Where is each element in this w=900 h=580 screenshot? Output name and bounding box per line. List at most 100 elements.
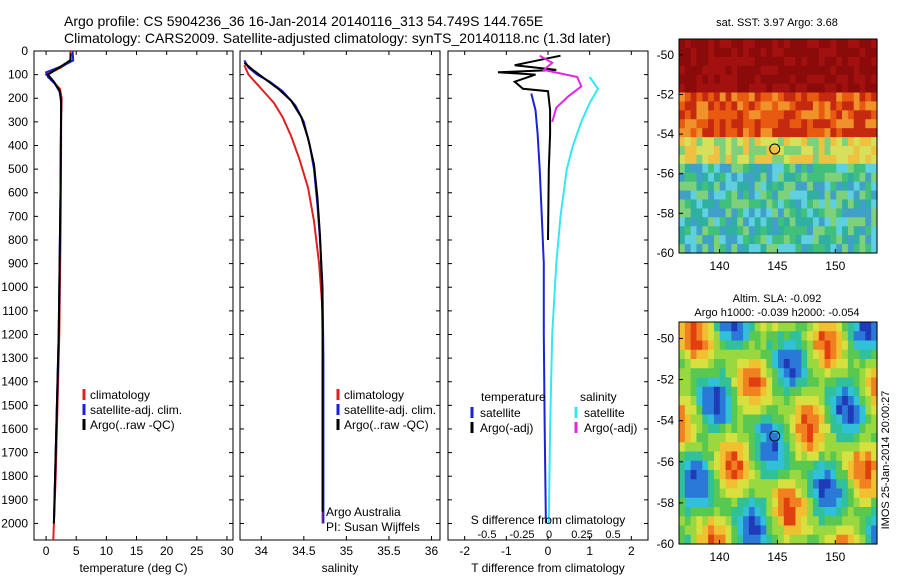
map-cell xyxy=(760,47,767,58)
map-cell xyxy=(807,451,814,462)
map-cell xyxy=(725,396,733,406)
map-cell xyxy=(871,154,878,165)
map-cell xyxy=(859,433,866,443)
map-cell xyxy=(679,534,686,545)
map-cell xyxy=(690,507,698,517)
map-cell xyxy=(725,101,733,111)
map-cell xyxy=(719,442,727,453)
map-cell xyxy=(766,172,773,183)
map-cell xyxy=(847,244,855,254)
map-cell xyxy=(795,172,802,183)
map-cell xyxy=(871,405,878,416)
map-cell xyxy=(731,146,738,156)
map-cell xyxy=(748,423,756,434)
map-cell xyxy=(684,39,692,49)
map-cell xyxy=(725,65,733,76)
map-cell xyxy=(737,433,744,443)
map-cell xyxy=(719,137,727,147)
map-cell xyxy=(836,154,843,165)
map-cell xyxy=(847,190,855,201)
map-cell xyxy=(824,488,832,499)
map-cell xyxy=(737,65,744,76)
map-cell xyxy=(836,359,843,369)
map-cell xyxy=(818,163,826,174)
map-cell xyxy=(731,119,738,129)
map-cell xyxy=(807,423,814,434)
map-cell xyxy=(818,470,826,480)
map-cell xyxy=(760,414,767,425)
map-cell xyxy=(783,74,791,85)
map-cell xyxy=(830,163,837,174)
map-cell xyxy=(766,488,773,499)
y-tick-label: 200 xyxy=(8,91,28,105)
map-cell xyxy=(789,386,797,397)
map-cell xyxy=(748,479,756,490)
map-cell xyxy=(766,534,773,545)
map-cell xyxy=(725,163,733,174)
map-cell xyxy=(748,244,756,254)
map-cell xyxy=(743,525,750,536)
map-cell xyxy=(737,83,744,94)
map-cell xyxy=(778,331,785,342)
map-cell xyxy=(818,479,826,490)
map-cell xyxy=(737,208,744,218)
map-cell xyxy=(812,208,820,218)
map-cell xyxy=(760,405,767,416)
map-cell xyxy=(754,525,762,536)
map-cell xyxy=(783,433,791,443)
map-cell xyxy=(754,128,762,138)
map-cell xyxy=(679,110,686,120)
map-cell xyxy=(719,507,727,517)
map-cell xyxy=(836,172,843,183)
map-cell xyxy=(842,497,849,508)
map-cell xyxy=(836,534,843,545)
map-cell xyxy=(801,190,808,201)
sst-map-title: sat. SST: 3.97 Argo: 3.68 xyxy=(716,17,838,29)
map-cell xyxy=(789,199,797,210)
map-cell xyxy=(807,163,814,174)
map-cell xyxy=(842,534,849,545)
map-cell xyxy=(824,470,832,480)
map-cell xyxy=(696,56,703,67)
map-cell xyxy=(760,101,767,111)
map-cell xyxy=(859,163,866,174)
map-cell xyxy=(766,110,773,120)
map-cell xyxy=(713,181,721,192)
map-cell xyxy=(812,154,820,165)
map-cell xyxy=(865,423,872,434)
map-cell xyxy=(702,74,709,85)
map-cell xyxy=(801,451,808,462)
map-cell xyxy=(789,451,797,462)
map-cell xyxy=(789,119,797,129)
map-cell xyxy=(807,47,814,58)
map-cell xyxy=(702,199,709,210)
x-tick-label: 20 xyxy=(160,544,174,558)
map-cell xyxy=(696,244,703,254)
map-cell xyxy=(818,507,826,517)
map-cell xyxy=(871,479,878,490)
map-cell xyxy=(807,433,814,443)
map-cell xyxy=(795,368,802,379)
map-cell xyxy=(760,451,767,462)
map-cell xyxy=(743,92,750,103)
map-cell xyxy=(865,331,872,342)
map-cell xyxy=(679,119,686,129)
y-tick-label: 300 xyxy=(8,115,28,129)
y-tick-label: 700 xyxy=(8,209,28,223)
map-cell xyxy=(865,190,872,201)
map-cell xyxy=(842,470,849,480)
map-cell xyxy=(690,65,698,76)
map-cell xyxy=(865,359,872,369)
map-x-tick-label: 150 xyxy=(825,550,845,564)
map-cell xyxy=(830,460,837,471)
map-cell xyxy=(778,497,785,508)
map-cell xyxy=(853,199,861,210)
map-cell xyxy=(719,208,727,218)
map-cell xyxy=(679,507,686,517)
map-cell xyxy=(772,154,779,165)
map-cell xyxy=(807,217,814,227)
series-line-climatology xyxy=(243,64,324,524)
map-cell xyxy=(725,516,733,527)
map-cell xyxy=(789,208,797,218)
map-cell xyxy=(743,74,750,85)
